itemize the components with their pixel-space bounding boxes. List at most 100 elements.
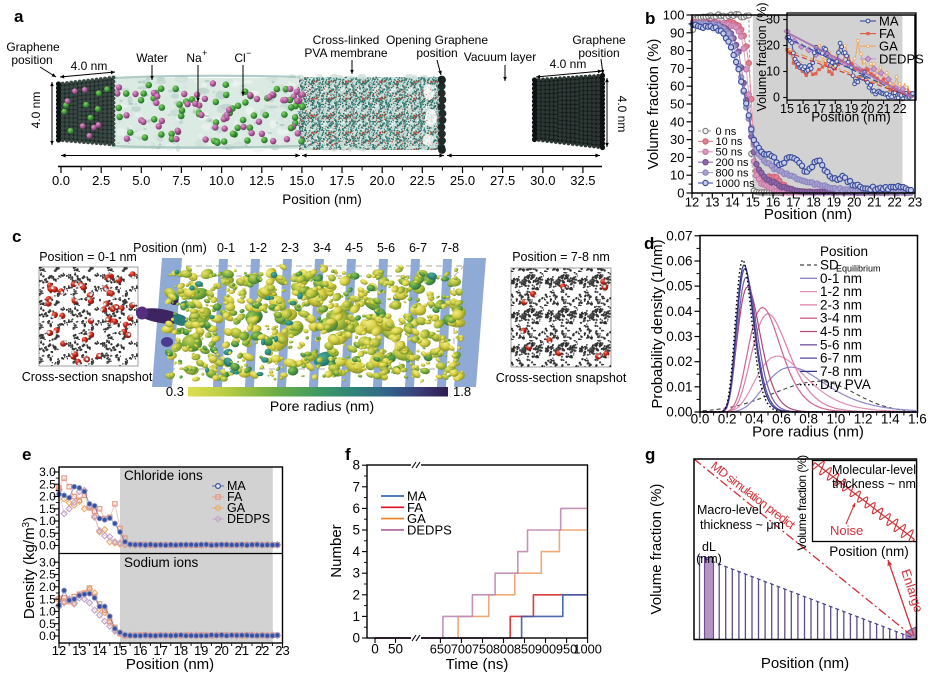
svg-text:4.0 nm: 4.0 nm bbox=[615, 96, 629, 133]
svg-text:13: 13 bbox=[72, 643, 86, 658]
svg-text:2.5: 2.5 bbox=[39, 477, 56, 491]
svg-text:4.0 nm: 4.0 nm bbox=[71, 59, 108, 73]
svg-text:position: position bbox=[578, 46, 619, 60]
svg-text:Position (nm): Position (nm) bbox=[811, 110, 891, 125]
svg-text:Opening Graphene: Opening Graphene bbox=[386, 33, 488, 47]
svg-text:2-3: 2-3 bbox=[281, 241, 299, 255]
svg-text:2: 2 bbox=[352, 587, 360, 602]
svg-text:e: e bbox=[22, 445, 31, 464]
svg-text:19: 19 bbox=[194, 643, 208, 658]
svg-text:Graphene: Graphene bbox=[572, 33, 626, 47]
svg-text:12.5: 12.5 bbox=[249, 173, 274, 188]
svg-text:0.0: 0.0 bbox=[39, 539, 56, 553]
svg-text:6-7 nm: 6-7 nm bbox=[820, 351, 862, 366]
svg-text:10 ns: 10 ns bbox=[716, 136, 743, 148]
svg-text:17: 17 bbox=[153, 643, 167, 658]
svg-text:4-5 nm: 4-5 nm bbox=[820, 324, 862, 339]
svg-text:Water: Water bbox=[136, 51, 168, 65]
svg-text:Cl: Cl bbox=[234, 51, 245, 65]
svg-text:f: f bbox=[345, 445, 351, 464]
svg-text:50: 50 bbox=[388, 642, 403, 657]
svg-text:21: 21 bbox=[867, 195, 881, 210]
svg-text:100: 100 bbox=[663, 8, 685, 23]
svg-text:700: 700 bbox=[451, 642, 472, 657]
svg-text:30: 30 bbox=[766, 13, 780, 27]
svg-text:10: 10 bbox=[766, 65, 780, 79]
svg-text:Position (nm): Position (nm) bbox=[761, 655, 849, 672]
svg-text:10.0: 10.0 bbox=[209, 173, 234, 188]
svg-text:2.0: 2.0 bbox=[39, 490, 56, 504]
svg-text:Na: Na bbox=[186, 51, 202, 65]
svg-text:0.01: 0.01 bbox=[666, 379, 692, 394]
svg-text:FA: FA bbox=[407, 500, 423, 515]
svg-text:Volume fraction (%): Volume fraction (%) bbox=[645, 39, 662, 170]
svg-text:0: 0 bbox=[677, 186, 684, 201]
svg-text:1-2: 1-2 bbox=[249, 241, 267, 255]
svg-text:0.5: 0.5 bbox=[39, 617, 56, 631]
svg-text:3-4: 3-4 bbox=[313, 241, 331, 255]
svg-text:18: 18 bbox=[174, 643, 188, 658]
svg-text:20: 20 bbox=[766, 39, 780, 53]
svg-text:Macro-level: Macro-level bbox=[697, 503, 762, 517]
svg-text:b: b bbox=[645, 9, 655, 28]
svg-text:4.0 nm: 4.0 nm bbox=[550, 57, 587, 71]
svg-text:1000 ns: 1000 ns bbox=[716, 178, 756, 190]
svg-text:3.0: 3.0 bbox=[39, 465, 56, 479]
svg-text:Chloride ions: Chloride ions bbox=[124, 468, 203, 483]
svg-text:22.5: 22.5 bbox=[410, 173, 435, 188]
svg-text:PVA membrane: PVA membrane bbox=[304, 46, 387, 60]
svg-text:16: 16 bbox=[766, 195, 780, 210]
svg-text:0.8: 0.8 bbox=[799, 412, 818, 427]
svg-text:40: 40 bbox=[670, 114, 684, 129]
svg-text:15: 15 bbox=[746, 195, 760, 210]
svg-text:650: 650 bbox=[430, 642, 451, 657]
svg-text:Equilibrium: Equilibrium bbox=[836, 264, 881, 274]
svg-text:0.6: 0.6 bbox=[772, 412, 791, 427]
svg-text:0.3: 0.3 bbox=[166, 384, 184, 399]
svg-text:1.0: 1.0 bbox=[39, 514, 56, 528]
svg-text:Number: Number bbox=[328, 524, 345, 577]
svg-text:thickness ~ nm: thickness ~ nm bbox=[832, 477, 916, 491]
svg-text:MA: MA bbox=[407, 489, 427, 504]
svg-text:17: 17 bbox=[786, 195, 800, 210]
svg-text:g: g bbox=[645, 445, 655, 464]
svg-text:Position (nm): Position (nm) bbox=[829, 544, 909, 559]
svg-text:30.0: 30.0 bbox=[530, 173, 555, 188]
svg-text:0: 0 bbox=[352, 631, 360, 646]
svg-text:17: 17 bbox=[812, 102, 826, 116]
svg-text:20: 20 bbox=[847, 195, 861, 210]
svg-text:7.5: 7.5 bbox=[172, 173, 190, 188]
svg-text:15: 15 bbox=[780, 102, 794, 116]
svg-text:Position (nm): Position (nm) bbox=[126, 656, 214, 673]
svg-text:Molecular-level: Molecular-level bbox=[832, 463, 916, 477]
svg-text:0: 0 bbox=[371, 642, 379, 657]
svg-text:7-8: 7-8 bbox=[441, 241, 459, 255]
svg-text:900: 900 bbox=[535, 642, 556, 657]
svg-text:d: d bbox=[644, 234, 654, 253]
svg-text:30: 30 bbox=[670, 132, 684, 147]
svg-text:GA: GA bbox=[407, 511, 426, 526]
svg-text:1000: 1000 bbox=[573, 642, 601, 657]
svg-text:Volume fraction (%): Volume fraction (%) bbox=[755, 2, 769, 111]
svg-text:FA: FA bbox=[227, 490, 243, 504]
svg-text:GA: GA bbox=[227, 501, 246, 515]
svg-text:FA: FA bbox=[879, 26, 895, 41]
svg-text:2-3 nm: 2-3 nm bbox=[820, 297, 862, 312]
svg-text:0.0: 0.0 bbox=[691, 412, 710, 427]
svg-text:Volume fraction (%): Volume fraction (%) bbox=[795, 455, 809, 551]
svg-text:1.5: 1.5 bbox=[39, 502, 56, 516]
svg-text:12: 12 bbox=[52, 643, 66, 658]
svg-text:25.0: 25.0 bbox=[450, 173, 475, 188]
svg-text:50: 50 bbox=[670, 97, 684, 112]
svg-text:Probability density (1/nm): Probability density (1/nm) bbox=[649, 239, 666, 408]
svg-text:Cross-linked: Cross-linked bbox=[313, 33, 380, 47]
svg-text:23: 23 bbox=[275, 643, 289, 658]
svg-text:thickness ~ μm: thickness ~ μm bbox=[700, 518, 784, 532]
svg-text:Cross-section snapshot: Cross-section snapshot bbox=[496, 371, 627, 385]
svg-text:23: 23 bbox=[908, 195, 922, 210]
svg-text:(nm): (nm) bbox=[696, 552, 722, 566]
svg-text:800: 800 bbox=[493, 642, 514, 657]
svg-text:19: 19 bbox=[844, 102, 858, 116]
svg-text:800 ns: 800 ns bbox=[716, 167, 750, 179]
svg-text:Volume fraction (%): Volume fraction (%) bbox=[648, 484, 665, 615]
